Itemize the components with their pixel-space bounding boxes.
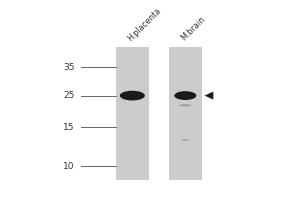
Text: 10: 10 <box>63 162 75 171</box>
Text: M.brain: M.brain <box>179 15 207 43</box>
Text: H.placenta: H.placenta <box>126 6 163 43</box>
Polygon shape <box>205 92 213 100</box>
Ellipse shape <box>181 139 190 141</box>
Ellipse shape <box>174 91 196 100</box>
Ellipse shape <box>120 91 145 100</box>
Text: 35: 35 <box>63 63 75 72</box>
Bar <box>169 47 202 180</box>
Text: 25: 25 <box>64 91 75 100</box>
Bar <box>116 47 148 180</box>
Ellipse shape <box>179 104 191 106</box>
Text: 15: 15 <box>63 123 75 132</box>
